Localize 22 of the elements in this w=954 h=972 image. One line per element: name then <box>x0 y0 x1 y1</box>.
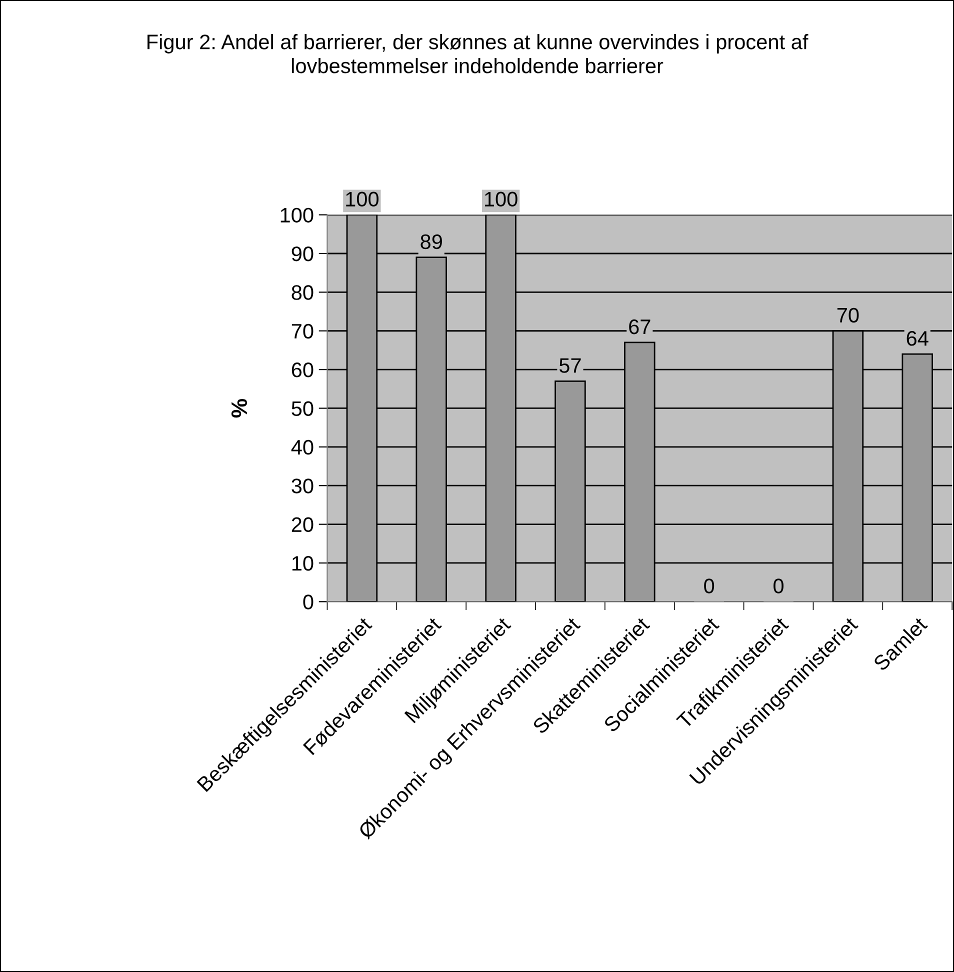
data-label: 57 <box>559 358 581 373</box>
data-label: 70 <box>837 308 859 323</box>
y-tick-label: 90 <box>292 246 314 262</box>
data-label: 100 <box>485 192 518 207</box>
data-label: 89 <box>420 234 442 250</box>
y-tick-label: 50 <box>292 401 314 416</box>
data-label: 100 <box>346 192 379 207</box>
data-label: 0 <box>774 578 784 594</box>
y-tick-label: 60 <box>292 362 314 378</box>
y-tick-label: 30 <box>292 478 314 494</box>
y-tick-label: 20 <box>292 517 314 532</box>
data-label: 0 <box>704 578 714 594</box>
chart-title: Figur 2: Andel af barrierer, der skønnes at kunne overvindes i procent af lovbestemmelser indeholdende barrierer <box>148 34 808 74</box>
y-tick-label: 10 <box>292 556 314 571</box>
data-label: 64 <box>906 331 928 346</box>
y-tick-label: 70 <box>292 324 314 339</box>
y-tick-label: 80 <box>292 285 314 300</box>
y-axis-title: % <box>231 398 248 418</box>
data-label: 67 <box>629 319 650 334</box>
y-tick-label: 100 <box>280 208 314 223</box>
y-tick-label: 0 <box>303 594 314 610</box>
y-tick-label: 40 <box>291 440 314 455</box>
